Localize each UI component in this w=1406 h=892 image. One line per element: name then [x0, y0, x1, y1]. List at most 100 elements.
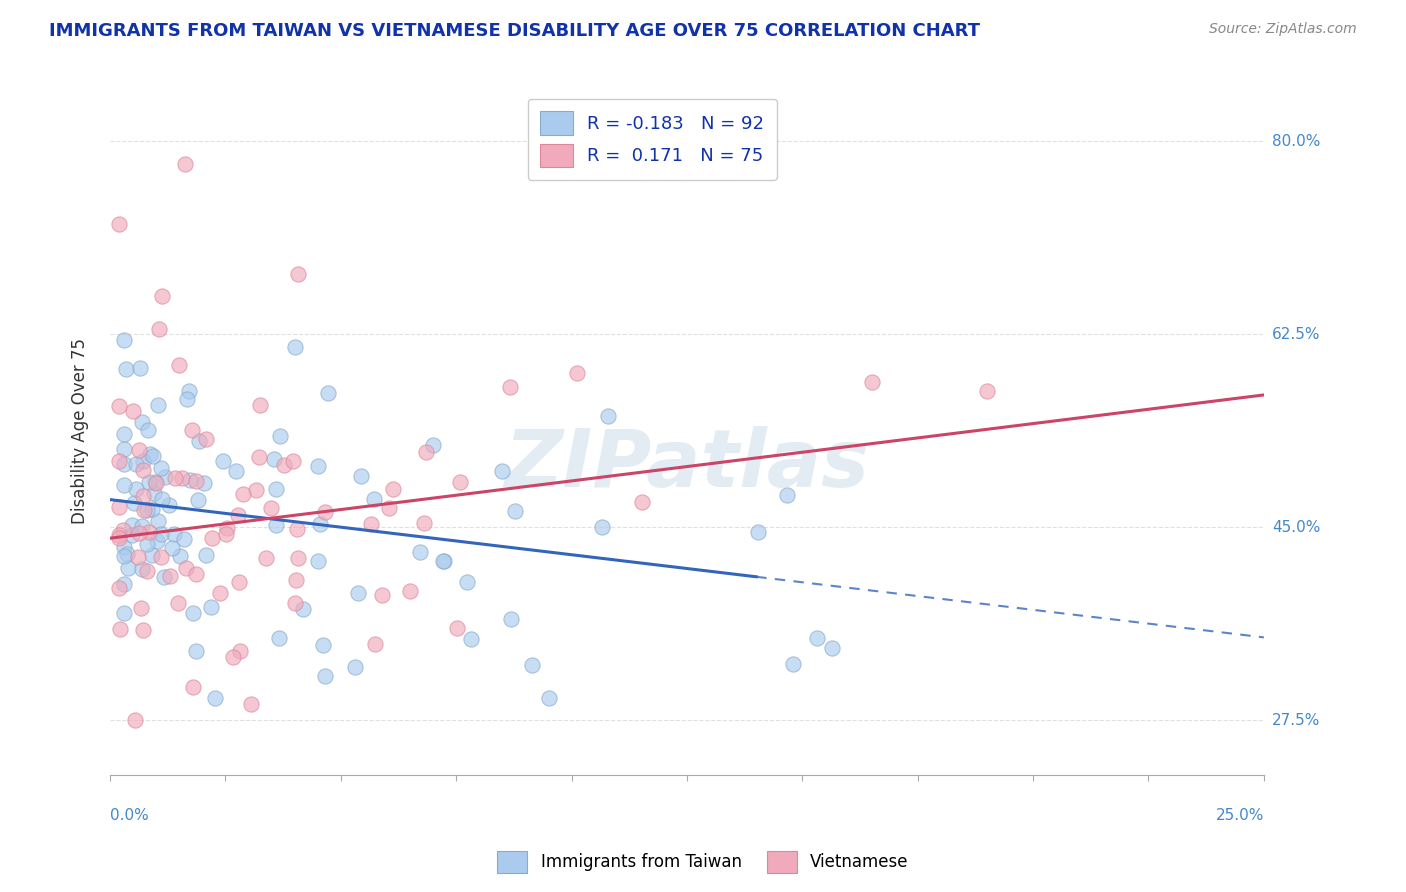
Point	[520, 658, 543, 673]
Point	[308, 516, 330, 531]
Point	[364, 637, 387, 651]
Point	[195, 432, 218, 446]
Point	[181, 423, 204, 437]
Point	[456, 574, 478, 589]
Point	[173, 532, 195, 546]
Point	[211, 454, 233, 468]
Point	[124, 458, 146, 472]
Point	[153, 470, 176, 484]
Point	[200, 599, 222, 614]
Point	[132, 489, 155, 503]
Text: 0.0%: 0.0%	[110, 808, 149, 823]
Legend: Immigrants from Taiwan, Vietnamese: Immigrants from Taiwan, Vietnamese	[491, 845, 915, 880]
Point	[316, 386, 339, 401]
Point	[115, 362, 138, 376]
Point	[263, 452, 285, 467]
Point	[193, 475, 215, 490]
Point	[128, 443, 150, 458]
Point	[125, 482, 148, 496]
Point	[149, 549, 172, 564]
Point	[110, 622, 132, 636]
Point	[112, 606, 135, 620]
Text: ZIPatlas: ZIPatlas	[505, 426, 869, 504]
Point	[630, 495, 652, 509]
Point	[433, 554, 456, 568]
Point	[188, 434, 211, 449]
Point	[232, 487, 254, 501]
Point	[143, 475, 166, 489]
Point	[172, 471, 194, 485]
Point	[267, 632, 290, 646]
Point	[131, 415, 153, 429]
Point	[112, 457, 135, 471]
Point	[291, 602, 314, 616]
Point	[159, 568, 181, 582]
Point	[307, 458, 329, 473]
Y-axis label: Disability Age Over 75: Disability Age Over 75	[72, 338, 89, 524]
Point	[381, 482, 404, 496]
Point	[260, 501, 283, 516]
Point	[129, 601, 152, 615]
Point	[112, 523, 135, 537]
Point	[142, 449, 165, 463]
Point	[186, 475, 208, 489]
Point	[142, 485, 165, 500]
Text: 62.5%: 62.5%	[1272, 326, 1320, 342]
Point	[413, 516, 436, 530]
Point	[201, 532, 224, 546]
Point	[136, 564, 159, 578]
Point	[169, 549, 191, 563]
Point	[446, 621, 468, 635]
Point	[264, 482, 287, 496]
Point	[187, 493, 209, 508]
Point	[152, 570, 174, 584]
Point	[117, 561, 139, 575]
Point	[141, 548, 163, 562]
Text: 45.0%: 45.0%	[1272, 520, 1320, 534]
Legend: R = -0.183   N = 92, R =  0.171   N = 75: R = -0.183 N = 92, R = 0.171 N = 75	[527, 99, 778, 179]
Point	[150, 289, 173, 303]
Point	[124, 713, 146, 727]
Point	[371, 588, 394, 602]
Point	[204, 691, 226, 706]
Point	[148, 514, 170, 528]
Point	[112, 549, 135, 563]
Point	[499, 379, 522, 393]
Point	[145, 476, 167, 491]
Point	[314, 505, 336, 519]
Point	[284, 596, 307, 610]
Point	[184, 644, 207, 658]
Point	[281, 454, 304, 468]
Point	[782, 657, 804, 671]
Text: 80.0%: 80.0%	[1272, 134, 1320, 149]
Point	[247, 450, 270, 465]
Point	[806, 631, 828, 645]
Point	[141, 502, 163, 516]
Point	[422, 438, 444, 452]
Point	[122, 496, 145, 510]
Point	[150, 526, 173, 541]
Point	[228, 575, 250, 590]
Point	[174, 156, 197, 170]
Point	[360, 517, 382, 532]
Point	[108, 531, 131, 545]
Point	[174, 560, 197, 574]
Point	[976, 384, 998, 398]
Point	[165, 470, 187, 484]
Point	[820, 641, 842, 656]
Point	[249, 398, 271, 412]
Point	[565, 366, 588, 380]
Point	[346, 585, 368, 599]
Point	[222, 650, 245, 665]
Point	[312, 638, 335, 652]
Text: 25.0%: 25.0%	[1216, 808, 1264, 823]
Point	[596, 409, 619, 423]
Point	[108, 399, 131, 413]
Point	[162, 541, 184, 555]
Point	[491, 464, 513, 478]
Point	[273, 458, 295, 472]
Point	[131, 562, 153, 576]
Point	[112, 442, 135, 456]
Point	[503, 504, 526, 518]
Point	[378, 501, 401, 516]
